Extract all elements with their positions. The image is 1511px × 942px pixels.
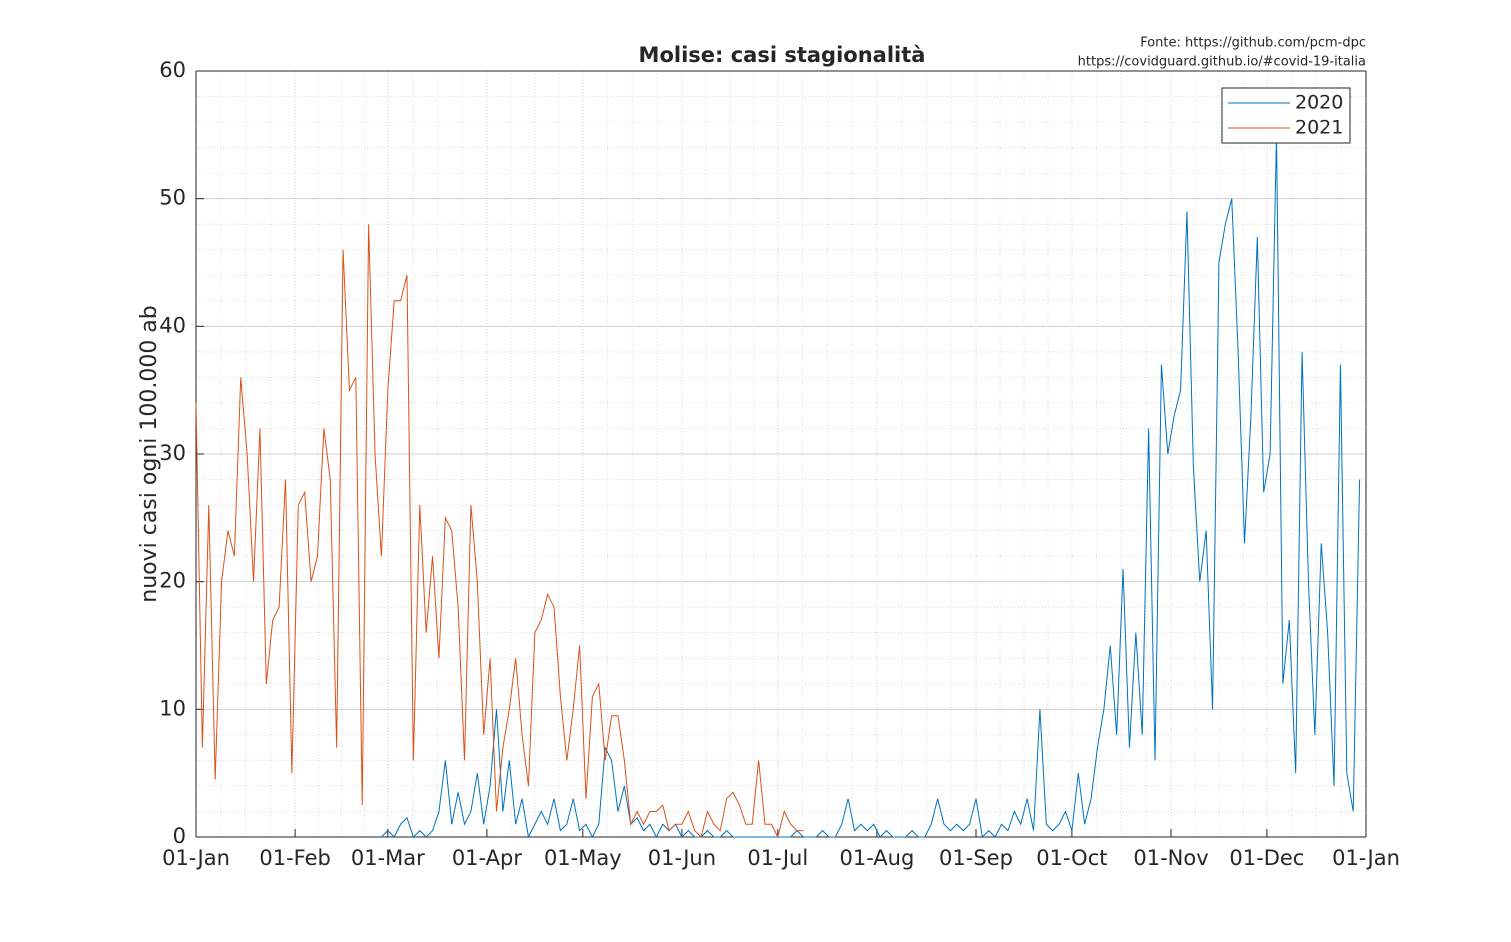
x-tick-label: 01-Nov	[1133, 846, 1208, 870]
annotation: Fonte: https://github.com/pcm-dpc	[1140, 36, 1366, 51]
x-tick-label: 01-Jan	[162, 846, 230, 870]
x-tick-label: 01-Jun	[648, 846, 716, 870]
y-tick-label: 60	[159, 58, 186, 82]
x-tick-label: 01-Mar	[351, 846, 425, 870]
y-tick-label: 20	[159, 569, 186, 593]
x-tick-label: 01-Dec	[1229, 846, 1304, 870]
y-tick-label: 50	[159, 186, 186, 210]
x-tick-label: 01-Sep	[939, 846, 1013, 870]
chart-title: Molise: casi stagionalità	[639, 43, 926, 67]
x-tick-label: 01-May	[544, 846, 622, 870]
x-tick-label: 01-Aug	[839, 846, 914, 870]
legend-label: 2021	[1295, 117, 1343, 139]
y-tick-label: 40	[159, 313, 186, 337]
y-tick-label: 0	[173, 824, 186, 848]
x-tick-label: 01-Jul	[747, 846, 808, 870]
y-tick-label: 10	[159, 696, 186, 720]
legend-label: 2020	[1295, 92, 1343, 114]
legend: 2020 2021	[1221, 87, 1351, 144]
annotation: https://covidguard.github.io/#covid-19-i…	[1078, 55, 1366, 70]
legend-box	[1221, 87, 1351, 144]
x-tick-label: 01-Apr	[452, 846, 523, 870]
line-series	[381, 134, 1361, 839]
x-tick-label: 01-Jan	[1332, 846, 1400, 870]
x-tick-label: 01-Oct	[1036, 846, 1107, 870]
y-tick-label: 30	[159, 441, 186, 465]
line-series	[195, 224, 804, 839]
y-axis-label: nuovi casi ogni 100.000 ab	[137, 305, 162, 603]
x-tick-label: 01-Feb	[259, 846, 330, 870]
